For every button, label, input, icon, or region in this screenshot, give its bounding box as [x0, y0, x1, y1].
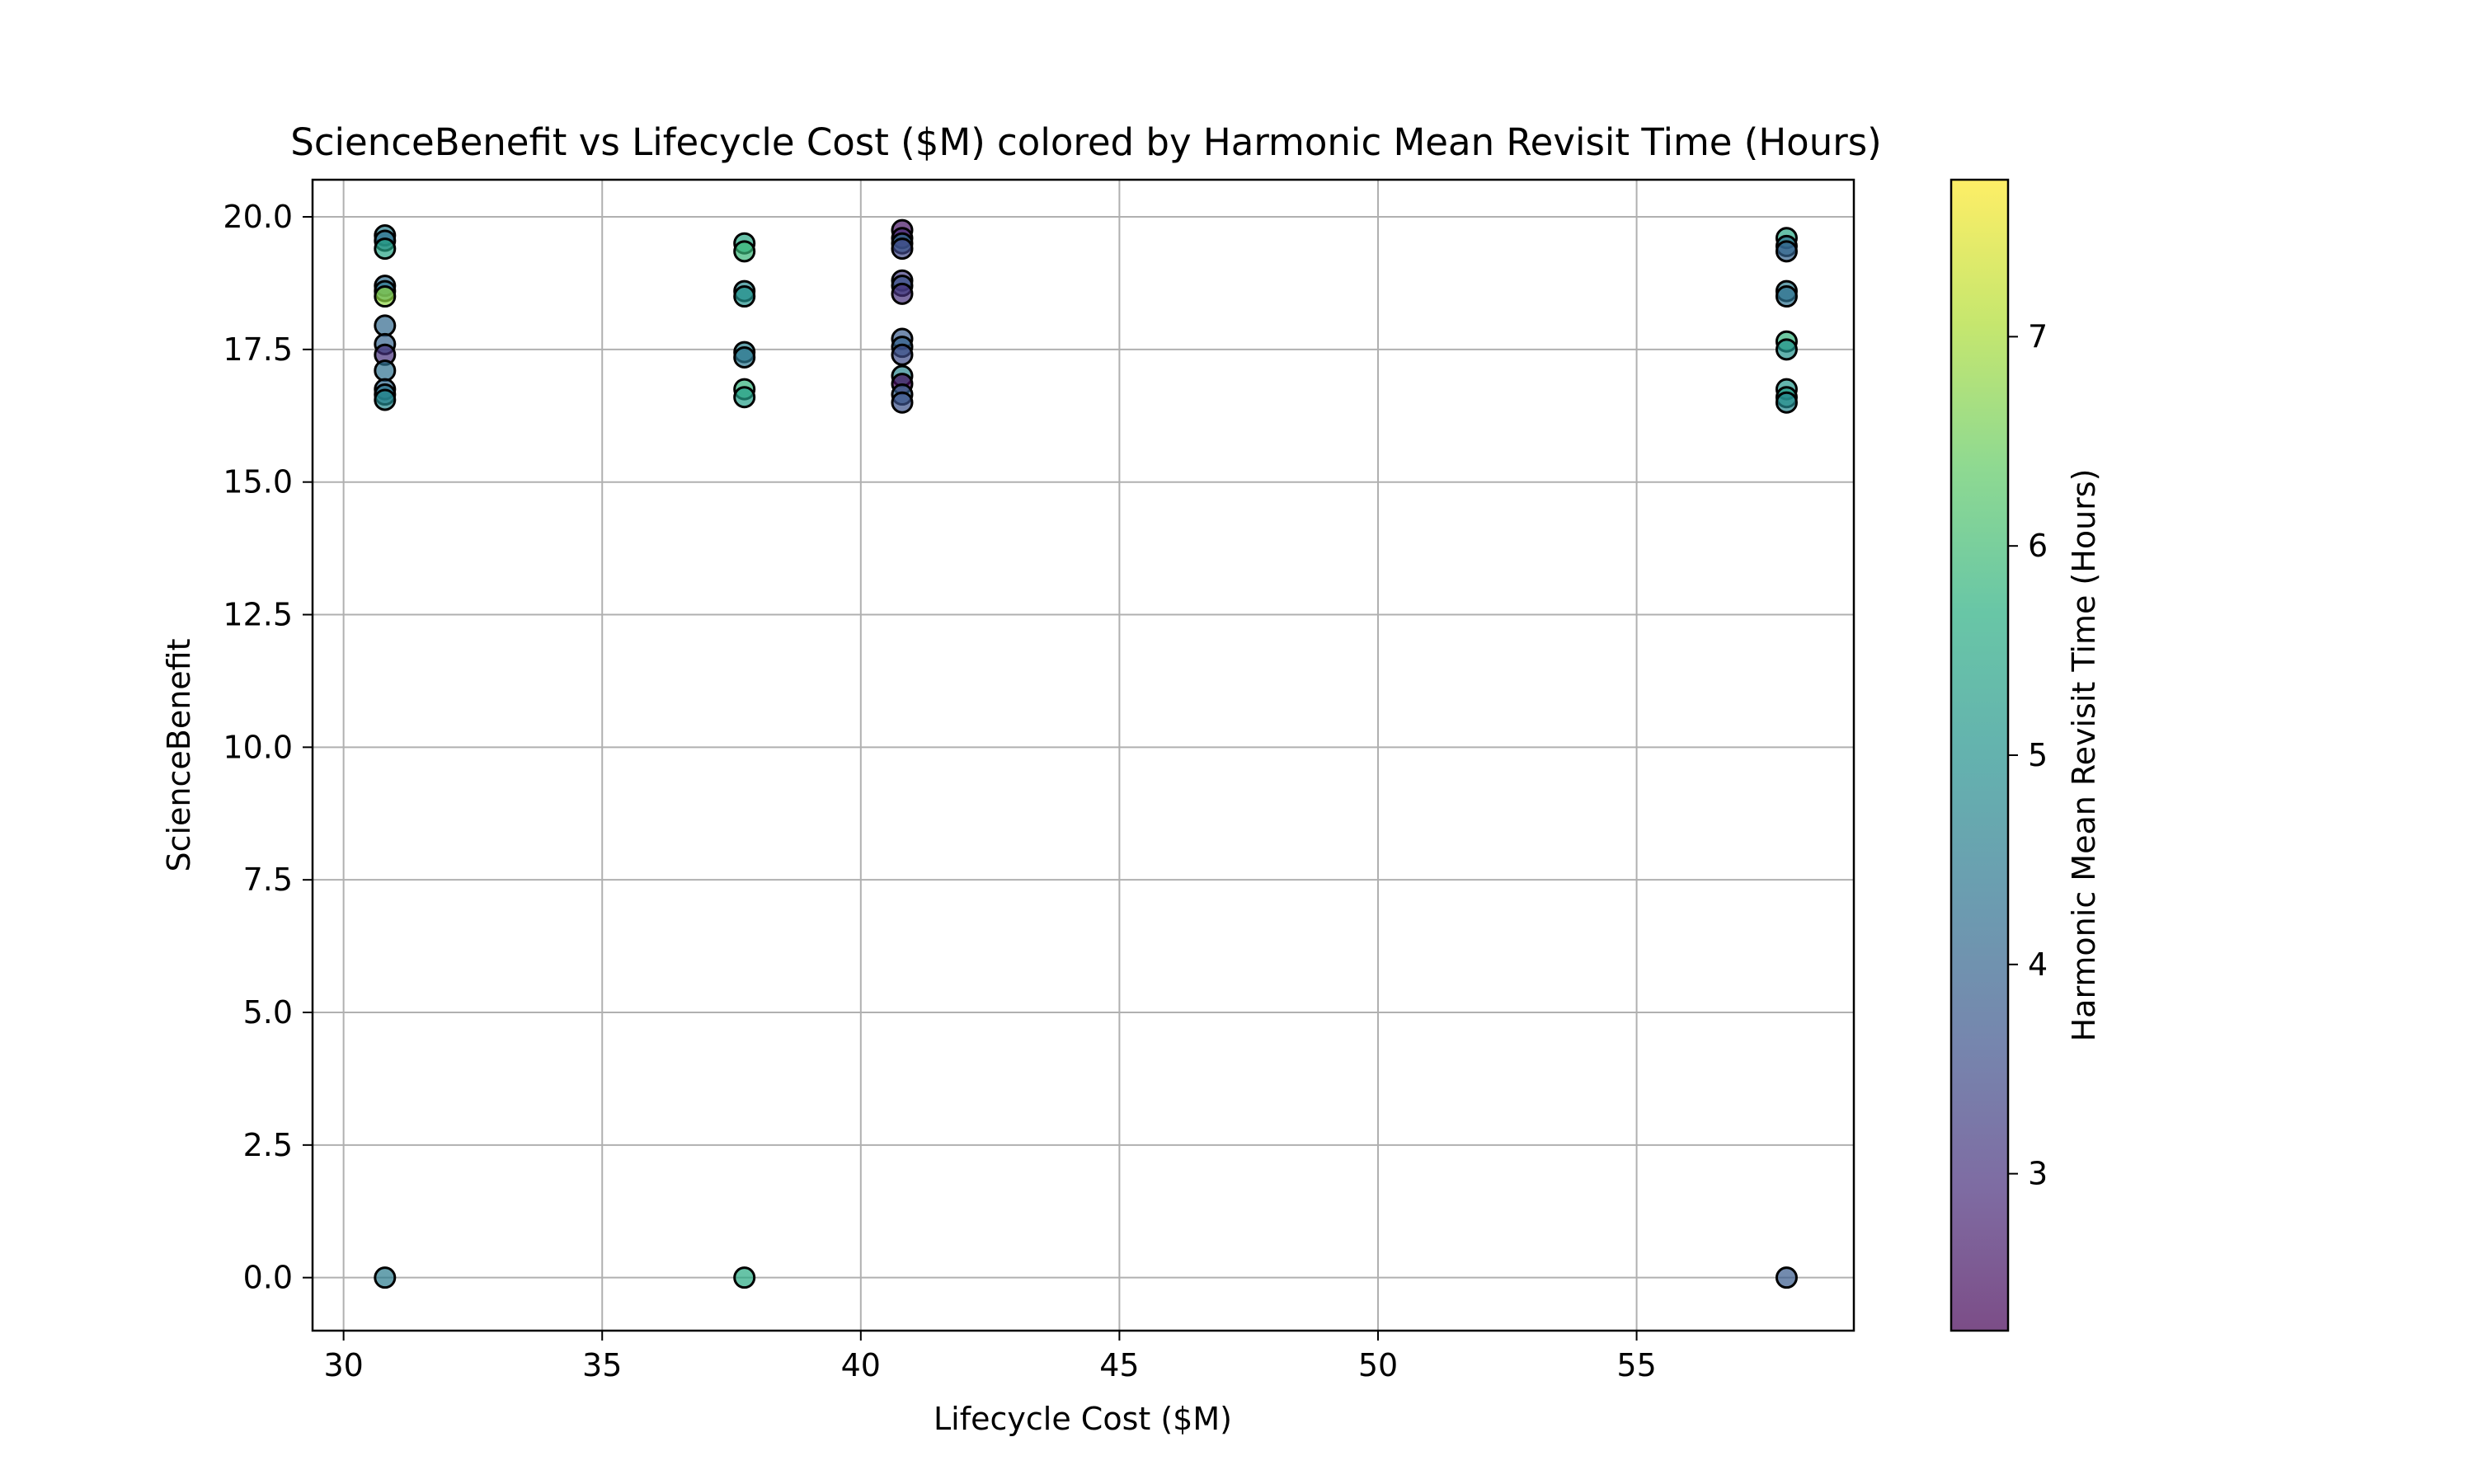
scatter-point	[374, 237, 397, 261]
grid-lines	[313, 180, 1854, 1331]
colorbar-label: Harmonic Mean Revisit Time (Hours)	[2066, 469, 2102, 1042]
y-tick-label: 12.5	[223, 597, 293, 633]
x-tick-label: 40	[841, 1347, 881, 1383]
scatter-point	[1775, 285, 1798, 308]
x-tick-label: 35	[582, 1347, 622, 1383]
data-points	[374, 218, 1798, 1289]
scatter-point	[1775, 1266, 1798, 1289]
scatter-point	[374, 388, 397, 411]
x-axis-label: Lifecycle Cost ($M)	[934, 1401, 1232, 1437]
y-tick-label: 17.5	[223, 331, 293, 368]
y-axis-ticks: 0.0 2.5 5.0 7.5 10.0 12.5 15.0 17.5 20.0	[223, 199, 313, 1296]
y-tick-label: 20.0	[223, 199, 293, 235]
scatter-point	[1775, 338, 1798, 361]
x-axis-ticks: 30 35 40 45 50 55	[323, 1331, 1657, 1383]
scatter-point	[374, 1266, 397, 1289]
chart-title: ScienceBenefit vs Lifecycle Cost ($M) co…	[290, 120, 1882, 164]
scatter-point	[1775, 240, 1798, 263]
scatter-point	[891, 343, 914, 366]
colorbar-tick-label: 6	[2028, 528, 2048, 564]
scatter-point	[733, 240, 756, 263]
colorbar-tick-label: 5	[2028, 737, 2048, 773]
x-tick-label: 55	[1616, 1347, 1656, 1383]
scatter-point	[374, 359, 397, 383]
y-tick-label: 10.0	[223, 729, 293, 765]
y-tick-label: 7.5	[243, 862, 293, 898]
scatter-point	[733, 1266, 756, 1289]
scatter-point	[374, 314, 397, 337]
scatter-point	[733, 346, 756, 369]
x-tick-label: 30	[323, 1347, 363, 1383]
x-tick-label: 45	[1099, 1347, 1139, 1383]
plot-frame	[311, 178, 1856, 1332]
scatter-point	[891, 391, 914, 414]
y-tick-label: 15.0	[223, 464, 293, 500]
scatter-point	[1775, 391, 1798, 414]
scatter-point	[374, 285, 397, 308]
y-tick-label: 0.0	[243, 1260, 293, 1296]
colorbar-ticks: 3 4 5 6 7	[2008, 318, 2048, 1192]
y-tick-label: 2.5	[243, 1127, 293, 1163]
y-tick-label: 5.0	[243, 994, 293, 1031]
x-tick-label: 50	[1358, 1347, 1398, 1383]
colorbar-tick-label: 7	[2028, 318, 2048, 355]
scatter-point	[733, 386, 756, 409]
colorbar-tick-label: 3	[2028, 1156, 2048, 1192]
scatter-point	[891, 237, 914, 261]
scatter-point	[733, 285, 756, 308]
colorbar-gradient	[1951, 180, 2008, 1331]
colorbar-tick-label: 4	[2028, 946, 2048, 983]
y-axis-label: ScienceBenefit	[161, 638, 197, 871]
scatter-point	[891, 282, 914, 305]
